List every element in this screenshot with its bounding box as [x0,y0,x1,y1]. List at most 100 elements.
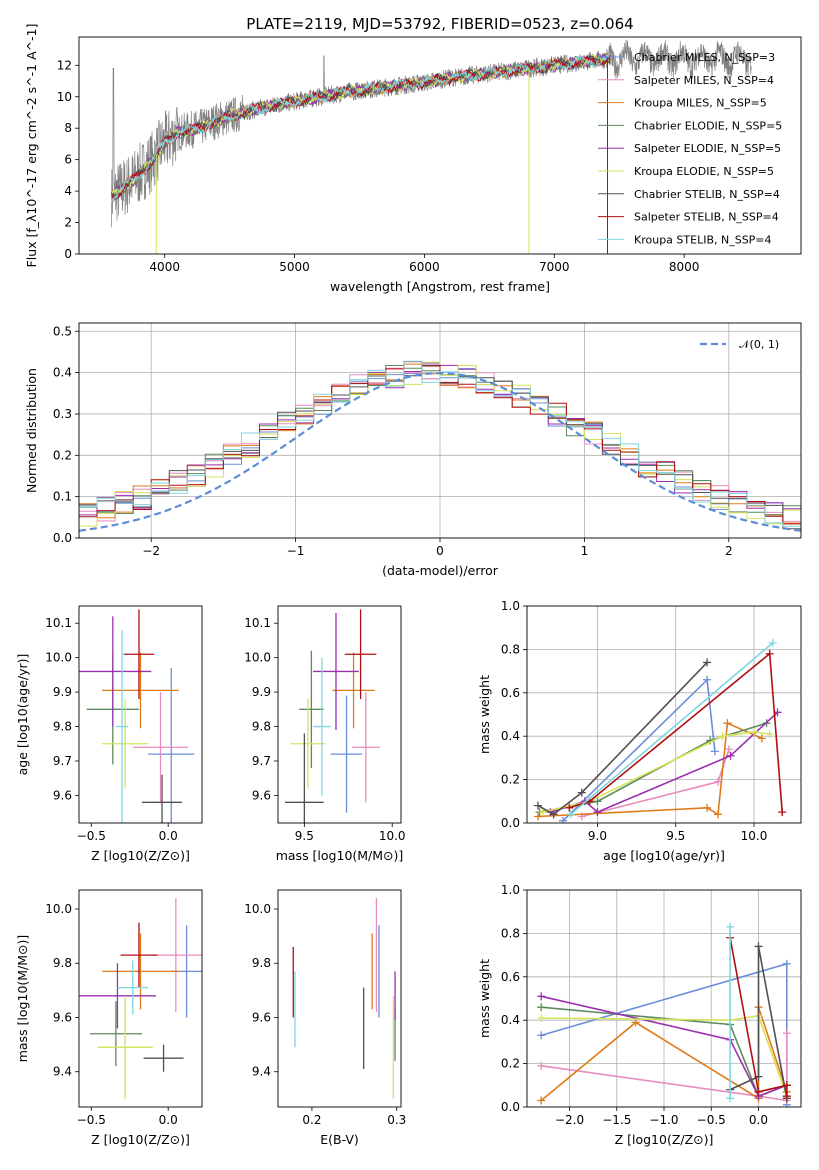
model-spectrum-8 [111,55,611,201]
age-vs-mass-ytick-label: 10.1 [244,616,271,630]
errorbar-point-6 [290,699,326,789]
residuals-xtick-label: 1 [581,544,589,558]
errorbar-point-5 [79,616,152,727]
massweight-vs-age-plot-area [527,606,801,823]
residuals-ytick-label: 0.1 [53,490,72,504]
legend-label-6: Kroupa ELODIE, N_SSP=5 [634,165,774,178]
residuals-xlabel: (data-model)/error [382,563,499,578]
legend-label-8: Salpeter STELIB, N_SSP=4 [634,211,779,224]
spectrum-ytick-label: 4 [64,184,72,198]
weight-marker [703,658,712,667]
weight-marker [726,1094,735,1103]
weight-series-7 [729,946,788,1099]
massweight-vs-Z-xtick-label: −2.0 [555,1113,584,1127]
age-vs-mass-frame [277,605,402,824]
weight-series-2 [541,1033,788,1102]
weight-series-8 [569,652,783,813]
errorbar-point-3 [102,933,179,1010]
errorbar-point-2 [149,898,202,1013]
errorbar-point-9 [115,630,129,823]
weight-marker [537,992,546,1001]
weight-series-5 [550,711,779,814]
errorbar-point-4 [299,650,324,768]
weight-marker [726,751,735,760]
residual-histogram-8 [79,361,801,525]
weight-marker [537,1003,546,1012]
age-vs-Z-plot-area [79,609,195,823]
spectrum-ytick-label: 0 [64,247,72,261]
weight-marker [765,730,774,739]
errorbar-point-7 [285,733,324,823]
errorbar-point-6 [97,995,153,1099]
mass-vs-Z-plot-area [79,898,202,1099]
massweight-vs-Z-xlabel: Z [log10(Z/Z⊙)] [615,1132,714,1147]
mass-vs-EBV-frame [277,889,402,1108]
errorbar-point-1 [330,695,363,813]
weight-marker [577,788,586,797]
age-vs-Z-xtick-label: −0.5 [77,829,106,843]
spectrum-ylabel: Flux [f_λ10^-17 erg cm^-2 s^-1 A^-1] [24,24,39,268]
residuals-ytick-label: 0.5 [53,324,72,338]
spectrum-ytick-label: 6 [64,153,72,167]
residuals-panel: −2 −1 0 1 2 0.0 0.1 0.2 0.3 0.4 0.5 (data-model)/er… [24,322,802,578]
massweight-vs-Z-ytick-label: 0.0 [501,1100,520,1114]
errorbar-point-5 [79,963,156,1029]
massweight-vs-Z-ytick-label: 0.8 [501,926,520,940]
weight-marker [778,808,787,817]
errorbar-point-2 [132,692,189,803]
residual-histogram-6 [79,361,801,527]
age-vs-mass-ytick-label: 9.9 [252,685,271,699]
errorbar-point-3 [332,652,375,729]
weight-marker [566,810,575,819]
spectrum-ytick-label: 2 [64,216,72,230]
massweight-vs-Z-ytick-label: 1.0 [501,883,520,897]
weight-series-6 [542,731,770,813]
errorbar-point-8 [120,922,158,988]
mass-vs-Z-xlabel: Z [log10(Z/Z⊙)] [91,1132,190,1147]
massweight-vs-age-ylabel: mass weight [477,675,492,754]
spectrum-frame [78,36,802,255]
spectrum-ytick-label: 12 [57,58,72,72]
model-spectrum-9 [111,53,611,203]
mass-vs-EBV-panel: 0.2 0.3 9.4 9.6 9.8 10.0 E(B-V) [244,889,406,1147]
residuals-xtick-label: 2 [725,544,733,558]
massweight-vs-Z-xtick-label: −1.5 [602,1113,631,1127]
mass-vs-Z-ylabel: mass [log10(M/M⊙)] [15,935,30,1063]
weight-series-7 [537,661,708,816]
massweight-vs-age-ytick-label: 0.0 [501,816,520,830]
massweight-vs-age-xtick-label: 10.0 [741,829,768,843]
errorbar-point-2 [351,692,380,803]
mass-vs-Z-frame [78,889,203,1108]
weight-marker [593,797,602,806]
massweight-vs-Z-xtick-label: 0.0 [749,1113,768,1127]
weight-marker [703,675,712,684]
weight-marker [724,745,733,754]
age-vs-mass-ytick-label: 10.0 [244,651,271,665]
errorbar-point-6 [102,699,149,789]
age-vs-Z-xtick-label: 0.0 [159,829,178,843]
errorbar-point-7 [142,774,183,823]
massweight-vs-Z-ytick-label: 0.4 [501,1013,520,1027]
residuals-xtick-label: −1 [287,544,305,558]
weight-marker [537,1031,546,1040]
mass-vs-EBV-ytick-label: 9.6 [252,1010,271,1024]
errorbar-point-5 [313,612,359,730]
massweight-vs-Z-xtick-label: −0.5 [697,1113,726,1127]
errorbar-point-3 [102,652,179,729]
weight-marker [703,803,712,812]
weight-marker [782,1029,791,1038]
chart-title: PLATE=2119, MJD=53792, FIBERID=0523, z=0… [246,15,633,33]
weight-marker [714,810,723,819]
residuals-xtick-label: −2 [142,544,160,558]
weight-marker [565,803,574,812]
massweight-vs-age-xlabel: age [log10(age/yr)] [603,848,725,863]
residuals-xtick-label: 0 [436,544,444,558]
mass-vs-EBV-xtick-label: 0.3 [387,1113,406,1127]
weight-marker [593,808,602,817]
age-vs-mass-ytick-label: 9.6 [252,788,271,802]
age-vs-mass-xlabel: mass [log10(M/M⊙)] [276,848,404,863]
mass-vs-EBV-xlabel: E(B-V) [320,1132,359,1147]
spectrum-xtick-label: 8000 [669,260,700,274]
age-vs-Z-xlabel: Z [log10(Z/Z⊙)] [91,848,190,863]
residual-histogram-3 [79,363,801,524]
